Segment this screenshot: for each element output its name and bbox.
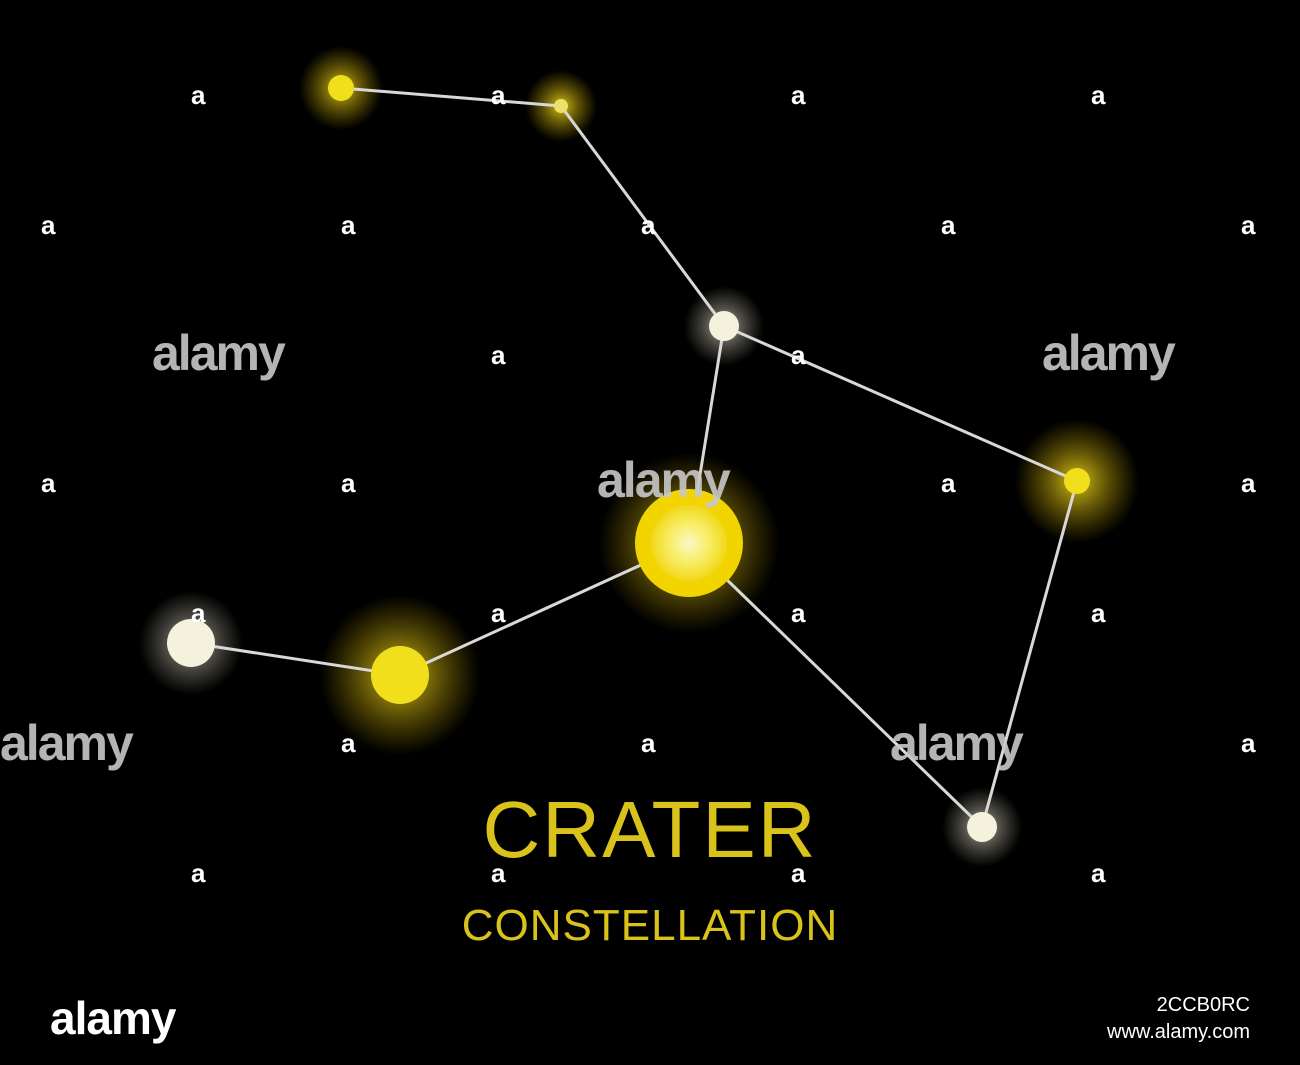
watermark-large: alamy xyxy=(0,715,134,771)
line-4-8 xyxy=(980,479,1079,829)
star-2 xyxy=(554,99,568,113)
star-8 xyxy=(967,812,997,842)
watermark-small: a xyxy=(1241,210,1256,240)
watermark-small: a xyxy=(491,80,506,110)
watermark-small: a xyxy=(1091,598,1106,628)
star-6 xyxy=(167,619,215,667)
watermark-small: a xyxy=(791,80,806,110)
watermark-small: a xyxy=(341,468,356,498)
watermark-small: a xyxy=(791,858,806,888)
constellation-lines xyxy=(189,86,1079,829)
star-5 xyxy=(651,505,727,581)
watermark-small: a xyxy=(641,210,656,240)
watermark-small: a xyxy=(191,598,206,628)
watermark-small: a xyxy=(941,468,956,498)
line-2-3 xyxy=(559,104,726,328)
watermark-small: a xyxy=(1241,468,1256,498)
star-4 xyxy=(1064,468,1090,494)
watermark-small: a xyxy=(491,858,506,888)
watermark-small: a xyxy=(191,858,206,888)
line-5-8 xyxy=(687,541,984,829)
site-url: www.alamy.com xyxy=(1107,1021,1250,1043)
footer-bar xyxy=(0,980,1300,1065)
line-3-4 xyxy=(722,324,1079,483)
constellation-title: CRATER xyxy=(482,785,818,874)
line-7-6 xyxy=(189,641,402,677)
alamy-logo: alamy xyxy=(50,992,176,1044)
watermark-small: a xyxy=(191,80,206,110)
watermark-small: a xyxy=(1241,728,1256,758)
watermark-small: a xyxy=(1091,858,1106,888)
line-1-2 xyxy=(339,86,563,108)
star-1 xyxy=(328,75,354,101)
watermark-small: a xyxy=(41,210,56,240)
constellation-subtitle: CONSTELLATION xyxy=(461,901,839,950)
watermark-small: a xyxy=(941,210,956,240)
watermark-large: alamy xyxy=(1042,325,1176,381)
watermark-small: a xyxy=(341,210,356,240)
watermark-small: a xyxy=(791,340,806,370)
star-7 xyxy=(371,646,429,704)
watermark-small: a xyxy=(491,598,506,628)
watermark-small: a xyxy=(41,468,56,498)
watermark-small: a xyxy=(1091,80,1106,110)
watermark-small: a xyxy=(641,728,656,758)
watermark-large: alamy xyxy=(597,452,731,508)
watermark-small: a xyxy=(791,598,806,628)
image-id: 2CCB0RC xyxy=(1156,994,1250,1016)
watermark-large: alamy xyxy=(152,325,286,381)
watermark-small: a xyxy=(491,340,506,370)
watermark-small: a xyxy=(341,728,356,758)
star-3 xyxy=(709,311,739,341)
watermark-large: alamy xyxy=(890,715,1024,771)
